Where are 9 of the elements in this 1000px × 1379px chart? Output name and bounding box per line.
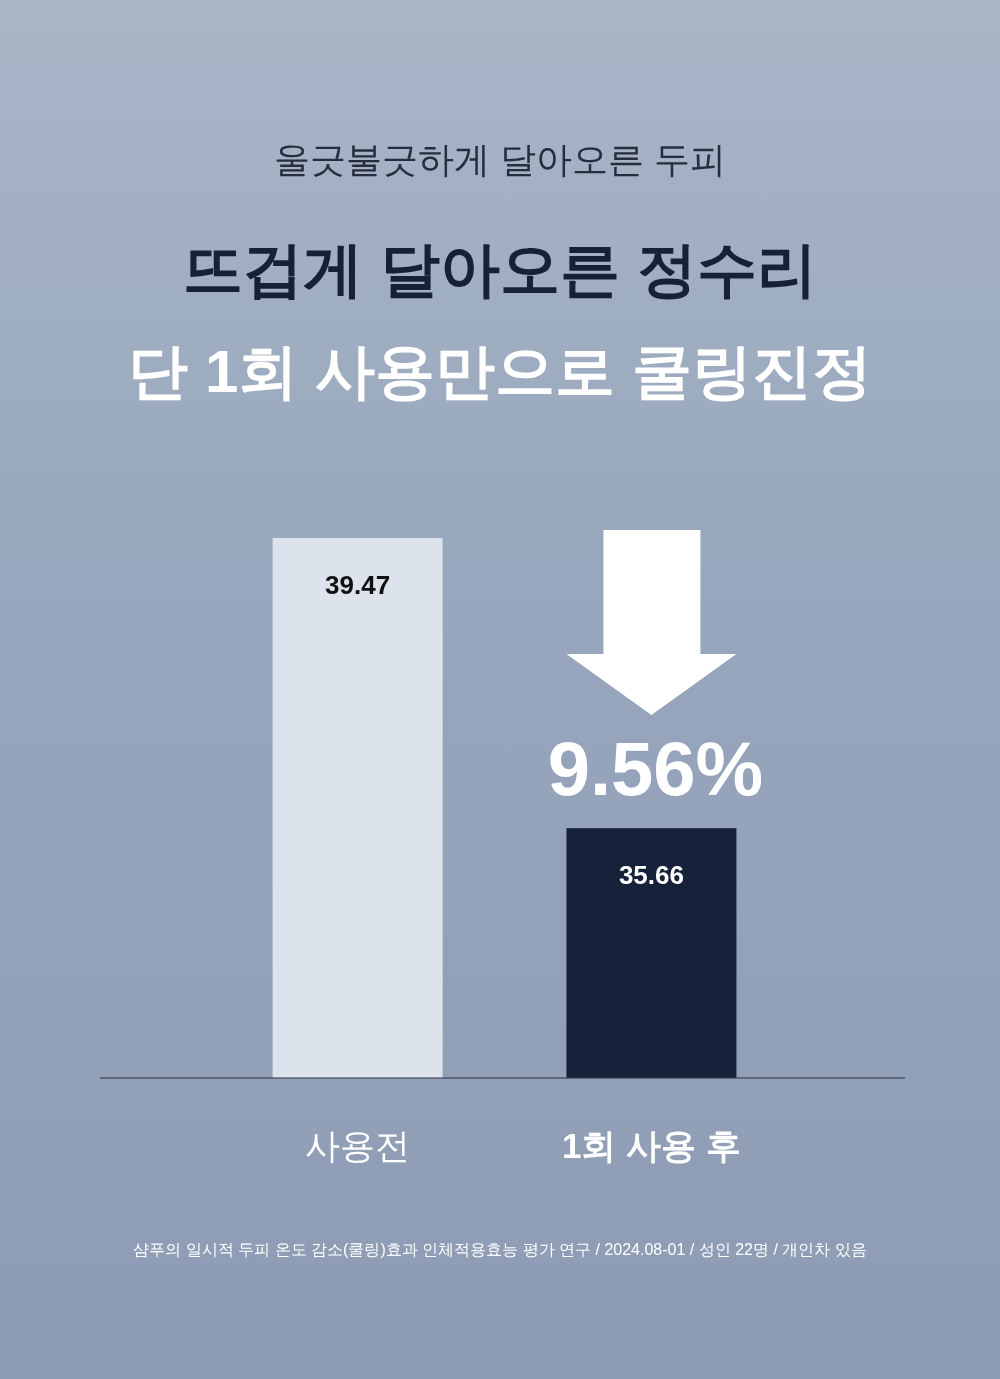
annotation: 9.56% xyxy=(547,726,764,811)
data-label: 39.47 xyxy=(325,570,391,600)
x-tick-label: 사용전 xyxy=(305,1126,411,1165)
data-label: 35.66 xyxy=(618,860,684,891)
text: 샴푸의 일시적 두피 온도 감소(쿨링)효과 인체적용효능 평가 연구 / 2024.08-01 / 성인 22명 / 개인차 있음 xyxy=(132,1240,868,1260)
chart-title: 뜨겁게 달아오른 정수리 xyxy=(183,236,817,303)
text: 울긋불긋하게 달아오른 두피 xyxy=(273,139,727,180)
chart-subtitle: 단 1회 사용만으로 쿨링진정 xyxy=(128,338,872,405)
x-tick-label: 1회 사용 후 xyxy=(561,1126,741,1165)
